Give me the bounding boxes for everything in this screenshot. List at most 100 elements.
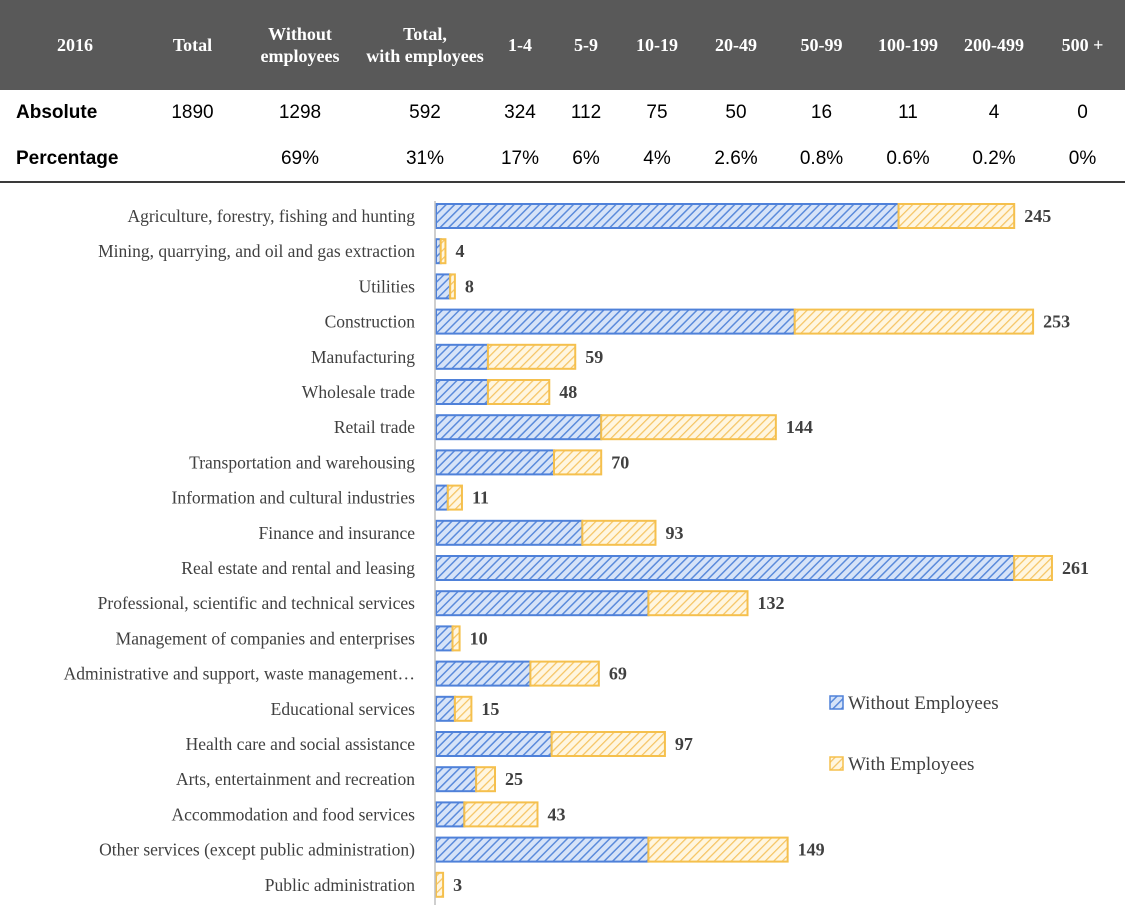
bar-with-employees-management-of-companies-and-enterprises xyxy=(451,625,461,652)
bar-with-employees-educational-services xyxy=(453,695,473,722)
data-label-health-care-and-social-assistance: 97 xyxy=(675,734,693,754)
data-label-construction: 253 xyxy=(1043,312,1070,332)
percentage-size-5-9: 6% xyxy=(572,148,600,169)
legend-label-without-employees: Without Employees xyxy=(848,693,999,714)
bar-without-employees-real-estate-and-rental-and-leasing xyxy=(435,555,1016,581)
category-label-mining-quarrying-and-oil-and-gas-extraction: Mining, quarrying, and oil and gas extra… xyxy=(98,241,415,261)
percentage-without-employees: 69% xyxy=(280,148,320,169)
header-size-100-199: 100-199 xyxy=(878,35,938,55)
category-label-agriculture-forestry-fishing-and-hunting: Agriculture, forestry, fishing and hunti… xyxy=(127,206,415,226)
bar-without-employees-wholesale-trade xyxy=(435,379,489,405)
bar-without-employees-management-of-companies-and-enterprises xyxy=(435,625,454,652)
legend-label-with-employees: With Employees xyxy=(848,754,974,775)
category-label-health-care-and-social-assistance: Health care and social assistance xyxy=(186,734,416,754)
data-label-information-and-cultural-industries: 11 xyxy=(472,488,489,508)
bar-with-employees-wholesale-trade xyxy=(486,379,551,405)
category-label-accommodation-and-food-services: Accommodation and food services xyxy=(172,804,416,824)
category-label-information-and-cultural-industries: Information and cultural industries xyxy=(172,488,416,508)
bar-without-employees-health-care-and-social-assistance xyxy=(435,731,553,757)
header-total-with-employees: Total, with employees xyxy=(366,24,484,66)
data-label-professional-scientific-and-technical-services: 132 xyxy=(758,593,785,613)
bar-with-employees-accommodation-and-food-services xyxy=(463,801,539,828)
bar-without-employees-accommodation-and-food-services xyxy=(435,801,466,828)
bar-with-employees-administrative-and-support-waste-management xyxy=(529,660,600,687)
absolute-row: Absolute 1890 1298 592 324 112 75 50 16 … xyxy=(0,90,1125,136)
absolute-row-label: Absolute xyxy=(16,102,98,123)
absolute-size-1-4: 324 xyxy=(504,102,536,123)
data-label-arts-entertainment-and-recreation: 25 xyxy=(505,769,523,789)
category-label-construction: Construction xyxy=(325,312,416,332)
percentage-size-100-199: 0.6% xyxy=(886,148,930,169)
bar-with-employees-finance-and-insurance xyxy=(581,519,657,546)
data-label-accommodation-and-food-services: 43 xyxy=(547,804,565,824)
bar-without-employees-information-and-cultural-industries xyxy=(435,484,449,511)
header-size-10-19: 10-19 xyxy=(636,35,678,55)
absolute-total-with-employees: 592 xyxy=(409,102,441,123)
header-year: 2016 xyxy=(57,35,93,55)
bar-with-employees-construction xyxy=(793,308,1035,335)
data-label-retail-trade: 144 xyxy=(786,417,813,437)
data-label-transportation-and-warehousing: 70 xyxy=(611,452,629,472)
percentage-size-10-19: 4% xyxy=(643,148,671,169)
legend-swatch-with-employees xyxy=(829,756,844,771)
bar-with-employees-professional-scientific-and-technical-services xyxy=(647,590,749,617)
header-total: Total xyxy=(172,35,213,55)
category-label-manufacturing: Manufacturing xyxy=(311,347,415,367)
data-label-manufacturing: 59 xyxy=(585,347,603,367)
industry-bar-chart: Agriculture, forestry, fishing and hunti… xyxy=(64,201,1089,905)
data-label-real-estate-and-rental-and-leasing: 261 xyxy=(1062,558,1089,578)
percentage-size-20-49: 2.6% xyxy=(714,148,758,169)
bar-with-employees-arts-entertainment-and-recreation xyxy=(475,766,496,793)
bar-without-employees-agriculture-forestry-fishing-and-hunting xyxy=(435,203,900,229)
bar-without-employees-finance-and-insurance xyxy=(435,519,584,546)
bar-without-employees-professional-scientific-and-technical-services xyxy=(435,590,650,617)
data-label-wholesale-trade: 48 xyxy=(559,382,577,402)
percentage-size-1-4: 17% xyxy=(500,148,540,169)
bar-with-employees-mining-quarrying-and-oil-and-gas-extraction xyxy=(439,238,447,265)
data-label-mining-quarrying-and-oil-and-gas-extraction: 4 xyxy=(455,241,464,261)
bar-without-employees-transportation-and-warehousing xyxy=(435,449,555,476)
percentage-size-500-plus: 0% xyxy=(1068,148,1097,169)
legend-swatch-without-employees xyxy=(829,695,844,710)
category-label-educational-services: Educational services xyxy=(271,699,416,719)
data-label-public-administration: 3 xyxy=(453,875,462,895)
header-size-20-49: 20-49 xyxy=(715,35,757,55)
category-label-transportation-and-warehousing: Transportation and warehousing xyxy=(189,452,415,472)
absolute-size-50-99: 16 xyxy=(810,102,833,123)
bar-with-employees-public-administration xyxy=(435,871,445,898)
category-label-wholesale-trade: Wholesale trade xyxy=(302,382,415,402)
bar-with-employees-retail-trade xyxy=(600,414,777,441)
category-label-professional-scientific-and-technical-services: Professional, scientific and technical s… xyxy=(98,593,416,613)
percentage-total-with-employees: 31% xyxy=(405,148,445,169)
header-size-50-99: 50-99 xyxy=(800,35,843,55)
absolute-total: 1890 xyxy=(171,102,214,123)
summary-table: 2016 Total Without employees Total, with e… xyxy=(0,0,1125,182)
bar-without-employees-utilities xyxy=(435,273,452,300)
absolute-size-500-plus: 0 xyxy=(1077,102,1088,123)
percentage-row: Percentage 69% 31% 17% 6% 4% 2.6% 0.8% 0… xyxy=(0,136,1125,182)
absolute-size-20-49: 50 xyxy=(725,102,747,123)
bar-with-employees-real-estate-and-rental-and-leasing xyxy=(1013,555,1053,581)
bar-with-employees-transportation-and-warehousing xyxy=(553,449,603,476)
category-label-arts-entertainment-and-recreation: Arts, entertainment and recreation xyxy=(176,769,415,789)
bar-without-employees-construction xyxy=(435,308,796,335)
summary-divider xyxy=(0,181,1125,183)
percentage-row-label: Percentage xyxy=(16,148,119,169)
data-label-management-of-companies-and-enterprises: 10 xyxy=(470,628,488,648)
header-size-5-9: 5-9 xyxy=(574,35,598,55)
bar-with-employees-manufacturing xyxy=(486,343,577,370)
bar-with-employees-information-and-cultural-industries xyxy=(446,484,463,511)
bar-without-employees-educational-services xyxy=(435,695,456,722)
absolute-size-100-199: 11 xyxy=(898,102,918,123)
category-label-other-services-except-public-administration: Other services (except public administra… xyxy=(99,840,415,860)
category-label-management-of-companies-and-enterprises: Management of companies and enterprises xyxy=(116,628,416,648)
percentage-size-200-499: 0.2% xyxy=(972,148,1016,169)
data-label-utilities: 8 xyxy=(465,276,474,296)
bar-without-employees-administrative-and-support-waste-management xyxy=(435,660,532,687)
bar-with-employees-other-services-except-public-administration xyxy=(647,836,789,863)
data-label-finance-and-insurance: 93 xyxy=(665,523,683,543)
category-label-public-administration: Public administration xyxy=(265,875,415,895)
absolute-size-5-9: 112 xyxy=(570,102,602,123)
absolute-size-10-19: 75 xyxy=(646,102,668,123)
header-size-1-4: 1-4 xyxy=(508,35,532,55)
